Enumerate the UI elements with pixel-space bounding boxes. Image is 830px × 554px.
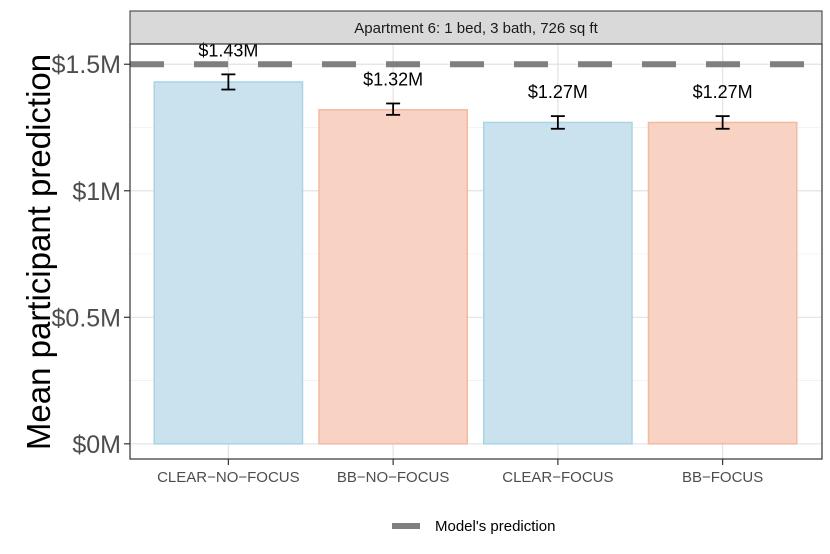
x-tick-label: BB−NO−FOCUS xyxy=(337,469,450,486)
bar-value-label: $1.27M xyxy=(693,82,753,102)
legend-label: Model's prediction xyxy=(435,518,555,535)
bars xyxy=(153,81,798,445)
x-tick-label: BB−FOCUS xyxy=(682,469,763,486)
x-tick-label: CLEAR−FOCUS xyxy=(502,469,613,486)
bar-value-label: $1.43M xyxy=(198,40,258,60)
legend: Model's prediction xyxy=(392,518,555,535)
facet-strip-background xyxy=(129,10,823,45)
bar xyxy=(153,81,304,445)
x-axis: CLEAR−NO−FOCUS BB−NO−FOCUS CLEAR−FOCUS BB−F… xyxy=(157,459,763,486)
y-tick-label: $1.5M xyxy=(52,51,121,79)
value-labels: $1.43M $1.32M $1.27M $1.27M xyxy=(198,40,752,102)
bar xyxy=(647,121,798,445)
error-bars xyxy=(221,73,730,130)
bar xyxy=(482,121,633,445)
x-tick-label: CLEAR−NO−FOCUS xyxy=(157,469,300,486)
facet-strip: Apartment 6: 1 bed, 3 bath, 726 sq ft xyxy=(129,10,823,45)
facet-label: Apartment 6: 1 bed, 3 bath, 726 sq ft xyxy=(354,20,598,37)
y-tick-label: $0M xyxy=(72,431,121,459)
bar-value-label: $1.32M xyxy=(363,69,423,89)
plot-panel-border xyxy=(129,43,823,460)
y-axis: $0M $0.5M $1M $1.5M xyxy=(52,51,130,459)
bar-value-label: $1.27M xyxy=(528,82,588,102)
y-tick-label: $0.5M xyxy=(52,304,121,332)
y-tick-label: $1M xyxy=(72,178,121,206)
bar xyxy=(318,109,469,445)
y-axis-title: Mean participant prediction xyxy=(20,54,57,450)
